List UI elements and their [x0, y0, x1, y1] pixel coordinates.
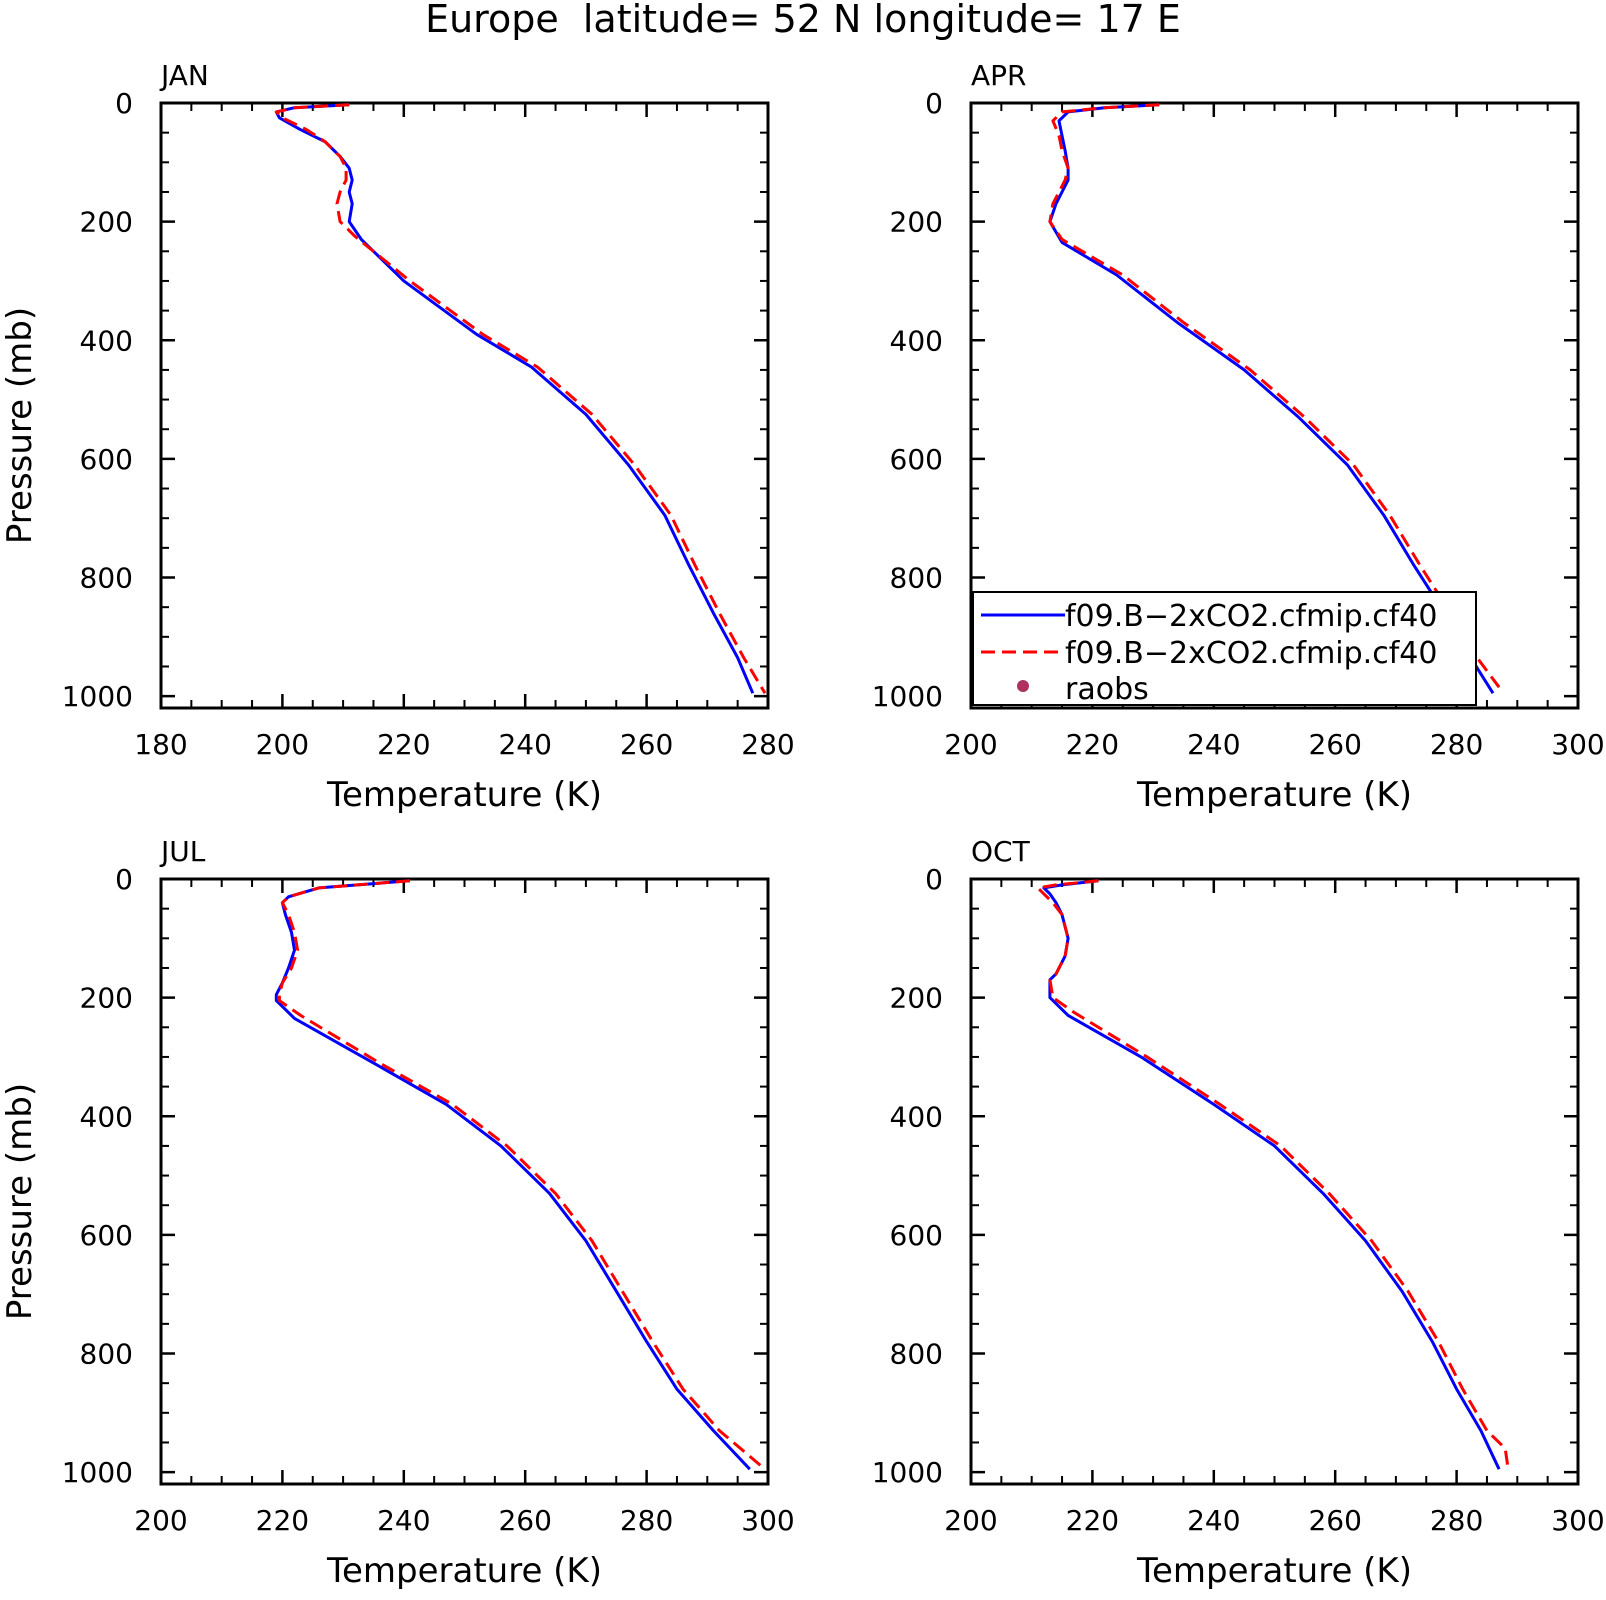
- panel-title: JUL: [159, 835, 206, 868]
- y-tick-label: 1000: [62, 1456, 133, 1489]
- x-tick-label: 220: [256, 1504, 309, 1537]
- plot-frame: [159, 877, 770, 1486]
- x-tick-label: 220: [1066, 728, 1119, 761]
- x-tick-label: 220: [1066, 1504, 1119, 1537]
- figure-title: Europe latitude= 52 N longitude= 17 E: [425, 0, 1181, 41]
- x-tick-label: 260: [498, 1504, 551, 1537]
- x-tick-label: 200: [256, 728, 309, 761]
- legend-entry-label: f09.B−2xCO2.cfmip.cf40: [1065, 599, 1437, 634]
- y-tick-label: 200: [80, 982, 133, 1015]
- x-tick-label: 300: [1551, 728, 1604, 761]
- panel-title: APR: [971, 59, 1027, 92]
- y-tick-label: 400: [80, 324, 133, 357]
- x-axis-label: Temperature (K): [1136, 1551, 1412, 1591]
- y-axis-label: Pressure (mb): [0, 1083, 40, 1320]
- y-tick-label: 600: [890, 443, 943, 476]
- y-tick-label: 600: [890, 1219, 943, 1252]
- x-tick-label: 300: [741, 1504, 794, 1537]
- series-dashed-line: [1036, 879, 1510, 1470]
- legend-box: [972, 591, 1477, 706]
- y-tick-label: 800: [80, 562, 133, 595]
- y-tick-label: 800: [890, 1338, 943, 1371]
- y-tick-label: 0: [115, 863, 133, 896]
- y-tick-label: 0: [925, 87, 943, 120]
- y-tick-label: 1000: [872, 1456, 943, 1489]
- x-axis-label: Temperature (K): [326, 775, 602, 815]
- series-dashed-line: [274, 103, 767, 694]
- x-tick-label: 240: [1187, 728, 1240, 761]
- x-tick-label: 280: [741, 728, 794, 761]
- x-tick-label: 220: [377, 728, 430, 761]
- y-axis-label: Pressure (mb): [0, 307, 40, 544]
- y-tick-label: 200: [890, 206, 943, 239]
- y-tick-label: 800: [80, 1338, 133, 1371]
- x-tick-label: 240: [1187, 1504, 1240, 1537]
- panel-jan: JAN 180 200 220 240 260 280 0 200 400 600 800 1000 Te…: [0, 59, 795, 815]
- x-tick-label: 200: [944, 1504, 997, 1537]
- y-tick-label: 800: [890, 562, 943, 595]
- y-tick-label: 600: [80, 1219, 133, 1252]
- x-axis-label: Temperature (K): [1136, 775, 1412, 815]
- panels: JAN 180 200 220 240 260 280 0 200 400 600 800 1000 Te…: [0, 59, 1605, 1591]
- legend-raobs-marker: [1017, 680, 1029, 692]
- y-tick-label: 200: [890, 982, 943, 1015]
- x-tick-label: 240: [498, 728, 551, 761]
- x-tick-label: 280: [620, 1504, 673, 1537]
- x-tick-label: 200: [944, 728, 997, 761]
- series-solid-line: [1042, 879, 1501, 1470]
- x-tick-label: 280: [1430, 728, 1483, 761]
- x-tick-label: 260: [1308, 1504, 1361, 1537]
- panel-jul: JUL 200 220 240 260 280 300 0 200 400 600 800 1000 Te…: [0, 835, 795, 1591]
- x-tick-label: 200: [134, 1504, 187, 1537]
- y-tick-label: 1000: [872, 680, 943, 713]
- series-dashed-line: [277, 879, 766, 1471]
- series-dashed-line: [1048, 103, 1501, 689]
- y-tick-label: 400: [890, 1100, 943, 1133]
- x-tick-label: 260: [620, 728, 673, 761]
- x-axis-label: Temperature (K): [326, 1551, 602, 1591]
- plot-frame: [159, 101, 770, 710]
- y-tick-label: 1000: [62, 680, 133, 713]
- legend: f09.B−2xCO2.cfmip.cf40f09.B−2xCO2.cfmip.…: [972, 591, 1477, 707]
- y-tick-label: 400: [890, 324, 943, 357]
- panel-oct: OCT 200 220 240 260 280 300 0 200 400 600 800 1000 Te…: [872, 835, 1605, 1591]
- plot-frame: [969, 877, 1580, 1486]
- y-tick-label: 200: [80, 206, 133, 239]
- legend-entry-label: raobs: [1065, 672, 1149, 707]
- x-tick-label: 240: [377, 1504, 430, 1537]
- x-tick-label: 180: [134, 728, 187, 761]
- panel-title: OCT: [971, 835, 1031, 868]
- y-tick-label: 400: [80, 1100, 133, 1133]
- x-tick-label: 300: [1551, 1504, 1604, 1537]
- y-tick-label: 600: [80, 443, 133, 476]
- y-tick-label: 0: [115, 87, 133, 120]
- legend-entry-label: f09.B−2xCO2.cfmip.cf40: [1065, 636, 1437, 671]
- x-tick-label: 260: [1308, 728, 1361, 761]
- series-solid-line: [1048, 103, 1495, 694]
- x-tick-label: 280: [1430, 1504, 1483, 1537]
- panel-title: JAN: [159, 59, 209, 92]
- y-tick-label: 0: [925, 863, 943, 896]
- series-solid-line: [274, 103, 755, 694]
